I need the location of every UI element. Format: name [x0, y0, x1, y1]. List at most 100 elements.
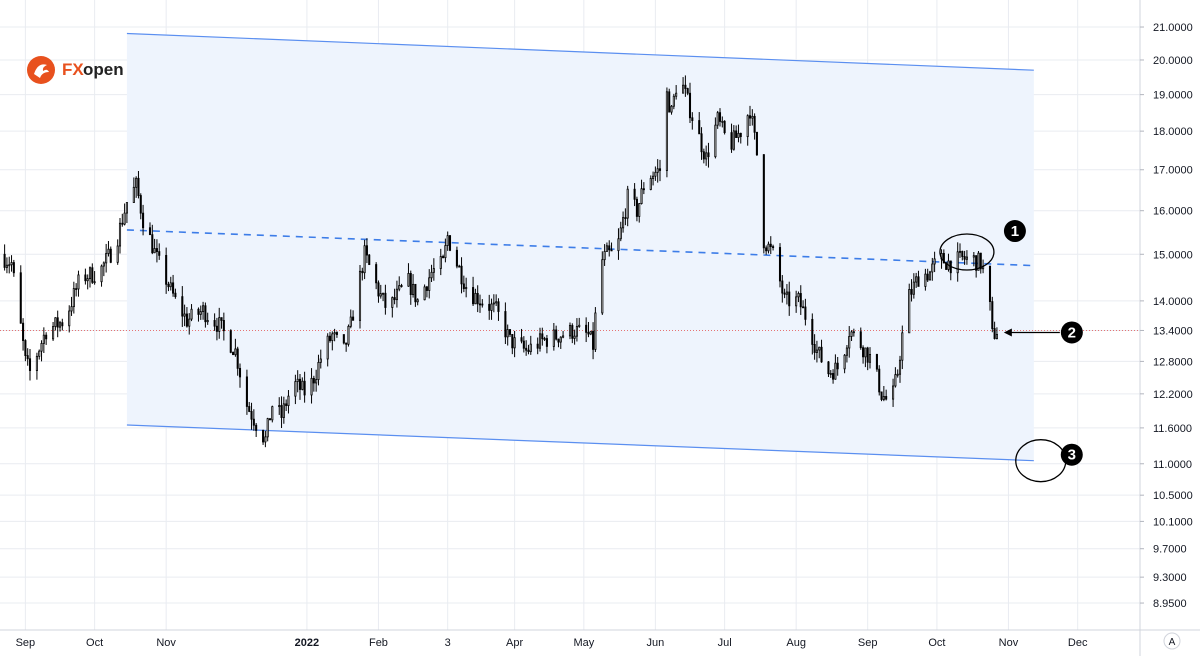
- price-tick-label: 15.0000: [1153, 249, 1193, 261]
- candle-body: [931, 263, 934, 273]
- candle-body: [61, 322, 64, 327]
- candle-body: [185, 313, 188, 327]
- candle-body: [862, 347, 865, 358]
- candle-body: [474, 292, 477, 305]
- candle-body: [882, 396, 885, 400]
- candle-body: [783, 292, 786, 295]
- candle-body: [125, 202, 128, 214]
- candle-body: [142, 212, 145, 229]
- candle-body: [102, 262, 105, 267]
- candle-body: [818, 346, 821, 351]
- candle-body: [91, 267, 94, 283]
- candle-body: [778, 247, 782, 282]
- time-tick-label: Nov: [156, 637, 176, 649]
- candle-body: [287, 395, 290, 407]
- candle-body: [432, 268, 435, 273]
- candle-body: [843, 354, 846, 370]
- candle-body: [428, 277, 431, 291]
- candle-body: [268, 418, 272, 421]
- candle-body: [762, 154, 765, 249]
- candle-body: [109, 248, 112, 263]
- candle-body: [594, 312, 597, 350]
- candle-body: [589, 330, 592, 335]
- candle-body: [462, 283, 465, 290]
- candle-body: [610, 249, 613, 252]
- candle-body: [522, 340, 525, 349]
- candle-body: [3, 253, 6, 268]
- candle-body: [885, 396, 888, 400]
- candle-body: [22, 322, 25, 341]
- candle-body: [204, 305, 207, 323]
- candle-body: [691, 117, 694, 121]
- candle-body: [508, 329, 512, 335]
- candle-body: [465, 287, 468, 290]
- candle-body: [375, 264, 378, 284]
- candle-body: [368, 254, 371, 265]
- candle-body: [384, 292, 387, 308]
- candle-body: [5, 264, 8, 268]
- candle-body: [848, 336, 851, 349]
- candle-body: [617, 238, 620, 252]
- candle-body: [319, 358, 322, 363]
- candle-body: [45, 334, 48, 340]
- logo-text-fx: FX: [62, 60, 84, 79]
- price-tick-label: 9.3000: [1153, 572, 1187, 584]
- candle-body: [52, 326, 55, 340]
- candle-body: [472, 287, 475, 305]
- candle-body: [165, 254, 168, 285]
- candle-body: [799, 293, 802, 308]
- candle-body: [767, 243, 770, 252]
- candle-body: [573, 335, 576, 339]
- logo-text-open: open: [83, 60, 124, 79]
- candle-body: [977, 252, 980, 271]
- marker-3-label: 3: [1068, 447, 1076, 464]
- time-tick-label: Jun: [647, 637, 665, 649]
- candle-body: [70, 306, 73, 312]
- candle-body: [928, 271, 932, 281]
- candle-body: [262, 430, 265, 443]
- candle-body: [552, 329, 555, 347]
- candle-body: [476, 292, 479, 305]
- channel-midline: [126, 229, 1034, 267]
- candle-body: [845, 347, 848, 356]
- candle-body: [866, 347, 869, 363]
- candle-body: [658, 168, 662, 171]
- candle-body: [77, 274, 80, 290]
- candle-body: [864, 347, 867, 358]
- candle-body: [859, 331, 862, 349]
- price-tick-label: 10.5000: [1153, 490, 1193, 502]
- candle-body: [654, 171, 657, 177]
- marker-3-circle: [1060, 443, 1083, 466]
- candle-body: [118, 222, 122, 247]
- time-tick-label: Jul: [718, 637, 732, 649]
- candle-body: [852, 331, 855, 334]
- candle-body: [991, 301, 994, 329]
- candle-body: [975, 255, 978, 271]
- candle-body: [222, 320, 225, 332]
- candle-body: [148, 227, 152, 236]
- candle-body: [781, 280, 784, 294]
- price-tick-label: 21.0000: [1153, 22, 1193, 34]
- candle-body: [54, 317, 57, 327]
- candle-body: [137, 177, 140, 196]
- candle-body: [409, 273, 412, 296]
- candle-body: [28, 358, 32, 371]
- candle-body: [827, 361, 830, 375]
- candle-body: [832, 373, 835, 380]
- candle-body: [608, 245, 611, 251]
- candle-body: [868, 354, 872, 363]
- candle-body: [395, 288, 398, 301]
- candle-body: [218, 317, 221, 332]
- candle-body: [84, 274, 87, 282]
- candle-body: [894, 374, 897, 387]
- candle-body: [478, 303, 482, 306]
- candle-body: [529, 343, 532, 353]
- candle-body: [578, 324, 581, 327]
- auto-scale-button[interactable]: A: [1163, 632, 1181, 650]
- candle-body: [543, 338, 546, 340]
- candle-body: [753, 115, 756, 133]
- price-tick-label: 14.0000: [1153, 296, 1193, 308]
